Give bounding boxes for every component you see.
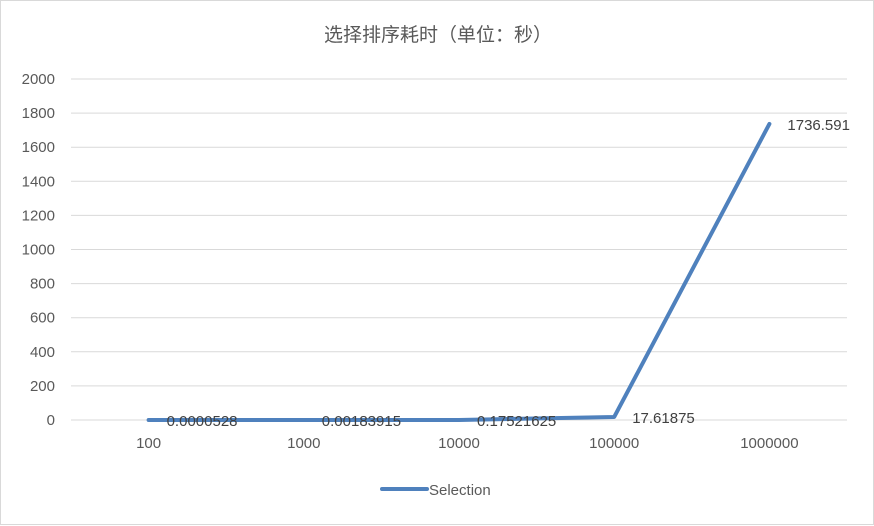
legend-label: Selection [429, 482, 491, 499]
data-label: 0.17521625 [477, 413, 556, 430]
data-label: 0.00183915 [322, 413, 401, 430]
chart-title: 选择排序耗时（单位：秒） [324, 24, 552, 46]
y-tick-label: 200 [30, 378, 55, 395]
y-tick-label: 600 [30, 310, 55, 327]
y-tick-label: 1400 [22, 173, 55, 190]
data-label: 17.61875 [632, 410, 695, 427]
x-tick-label: 100 [136, 435, 161, 452]
data-label: 0.0000528 [167, 413, 238, 430]
legend: Selection [382, 482, 491, 499]
y-tick-label: 2000 [22, 71, 55, 88]
y-axis-ticks: 0 200 400 600 800 1000 1200 1400 1600 1800 2000 [22, 71, 55, 429]
y-tick-label: 1000 [22, 242, 55, 259]
x-axis-ticks: 100 1000 10000 100000 1000000 [136, 435, 799, 452]
y-tick-label: 1600 [22, 139, 55, 156]
y-tick-label: 800 [30, 276, 55, 293]
x-tick-label: 1000000 [740, 435, 798, 452]
series-line-selection [149, 124, 770, 420]
y-tick-label: 1800 [22, 105, 55, 122]
y-tick-label: 400 [30, 344, 55, 361]
series-layer [149, 124, 770, 420]
y-tick-label: 0 [47, 412, 55, 429]
gridlines [71, 79, 847, 420]
data-label: 1736.591 [787, 117, 850, 134]
y-tick-label: 1200 [22, 207, 55, 224]
x-tick-label: 1000 [287, 435, 320, 452]
x-tick-label: 10000 [438, 435, 480, 452]
x-tick-label: 100000 [589, 435, 639, 452]
